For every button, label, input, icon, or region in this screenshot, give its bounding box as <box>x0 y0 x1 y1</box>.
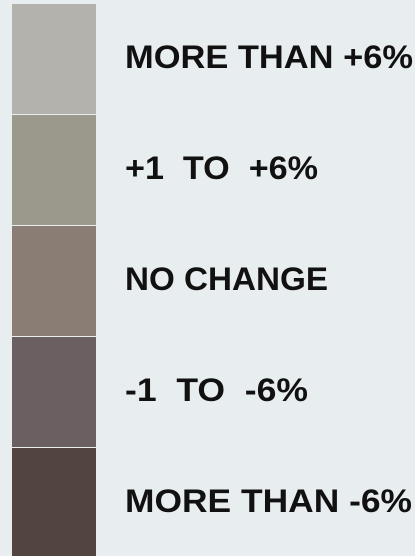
legend-label: MORE THAN -6% <box>125 483 412 519</box>
color-swatch <box>12 4 96 114</box>
legend-label: -1 TO -6% <box>125 372 308 408</box>
legend-label: +1 TO +6% <box>125 150 318 186</box>
color-swatch <box>12 337 96 447</box>
color-swatch <box>12 226 96 336</box>
color-swatch <box>12 448 96 556</box>
legend-label: MORE THAN +6% <box>125 39 413 75</box>
color-swatch <box>12 115 96 225</box>
legend-label: NO CHANGE <box>125 261 328 297</box>
